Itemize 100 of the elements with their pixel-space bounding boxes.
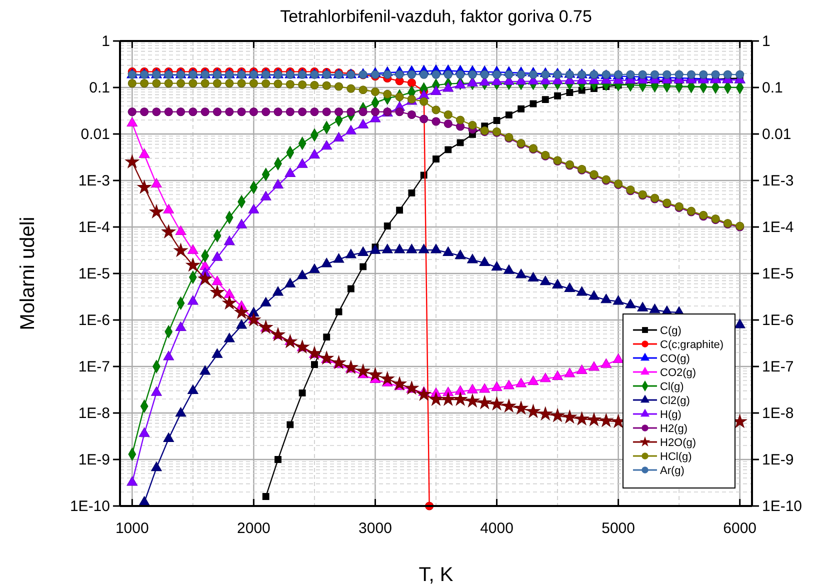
y-tick-label: 1E-3 bbox=[78, 172, 110, 190]
point bbox=[552, 279, 563, 288]
point bbox=[163, 432, 174, 442]
point bbox=[212, 276, 223, 286]
point bbox=[564, 368, 576, 378]
point bbox=[262, 493, 270, 500]
point bbox=[562, 410, 577, 424]
point bbox=[429, 392, 443, 406]
point bbox=[333, 253, 344, 263]
point bbox=[491, 261, 502, 271]
point bbox=[420, 70, 428, 79]
point bbox=[491, 382, 502, 391]
point bbox=[576, 364, 588, 374]
point bbox=[504, 380, 514, 390]
point bbox=[138, 427, 150, 437]
point bbox=[478, 396, 492, 409]
point bbox=[224, 288, 235, 298]
point bbox=[164, 108, 173, 116]
point bbox=[566, 89, 574, 96]
point bbox=[612, 354, 624, 363]
point bbox=[490, 396, 504, 410]
point bbox=[493, 117, 500, 124]
legend-label: Cl(g) bbox=[660, 381, 684, 393]
point bbox=[225, 79, 234, 88]
point bbox=[249, 79, 258, 88]
y-axis-title: Molarni udeli bbox=[17, 216, 39, 330]
point bbox=[516, 378, 526, 388]
point bbox=[210, 285, 224, 298]
point bbox=[456, 116, 465, 124]
point bbox=[188, 79, 198, 88]
point bbox=[383, 70, 392, 79]
point bbox=[174, 243, 188, 257]
text: 1E-8 bbox=[762, 404, 794, 422]
point bbox=[128, 79, 136, 88]
point bbox=[467, 384, 478, 394]
point bbox=[176, 108, 186, 116]
point bbox=[530, 100, 537, 108]
point bbox=[502, 398, 516, 412]
point bbox=[296, 158, 308, 168]
point bbox=[198, 272, 212, 286]
point bbox=[322, 108, 331, 116]
point bbox=[333, 132, 344, 142]
point bbox=[344, 360, 358, 374]
point bbox=[126, 476, 138, 486]
point bbox=[262, 108, 270, 116]
point bbox=[162, 224, 176, 238]
point bbox=[286, 421, 294, 428]
point bbox=[518, 105, 525, 112]
y-tick-label: 1E-9 bbox=[78, 451, 110, 468]
point bbox=[528, 272, 539, 282]
point bbox=[163, 204, 174, 214]
point bbox=[237, 79, 246, 88]
point bbox=[249, 108, 258, 116]
x-tick-label: 6000 bbox=[723, 520, 757, 537]
point bbox=[334, 108, 344, 116]
point bbox=[370, 87, 380, 96]
point bbox=[392, 376, 406, 390]
point bbox=[396, 206, 403, 214]
point bbox=[186, 258, 200, 272]
point bbox=[430, 244, 442, 254]
point bbox=[382, 244, 393, 254]
point bbox=[200, 108, 210, 116]
point bbox=[175, 407, 186, 417]
point bbox=[416, 387, 431, 400]
text: 1E-5 bbox=[762, 265, 794, 282]
point bbox=[188, 384, 198, 394]
point bbox=[406, 244, 418, 254]
point bbox=[128, 108, 136, 116]
point bbox=[587, 412, 601, 426]
point bbox=[420, 114, 428, 124]
point bbox=[528, 70, 538, 79]
point bbox=[286, 108, 294, 116]
point bbox=[649, 304, 660, 314]
point bbox=[467, 77, 478, 87]
point bbox=[296, 270, 308, 280]
point bbox=[212, 108, 222, 116]
legend-label: C(g) bbox=[660, 325, 682, 337]
point bbox=[200, 79, 210, 88]
point bbox=[152, 108, 161, 116]
point bbox=[298, 108, 307, 116]
text: 1E-10 bbox=[762, 498, 802, 515]
point bbox=[309, 149, 320, 158]
point bbox=[356, 364, 370, 378]
point bbox=[212, 79, 222, 88]
point bbox=[432, 156, 440, 162]
y-tick-label: 0.1 bbox=[89, 79, 110, 96]
point bbox=[600, 358, 612, 368]
point bbox=[444, 146, 452, 154]
point bbox=[310, 108, 319, 116]
point bbox=[383, 90, 392, 98]
point bbox=[298, 389, 306, 396]
point bbox=[370, 108, 380, 116]
point bbox=[526, 404, 540, 418]
point bbox=[260, 190, 272, 200]
point bbox=[284, 278, 296, 288]
point bbox=[274, 108, 282, 116]
y-tick-label: 1E-8 bbox=[78, 404, 110, 422]
point bbox=[467, 254, 478, 264]
point bbox=[540, 276, 551, 286]
point bbox=[236, 319, 247, 329]
